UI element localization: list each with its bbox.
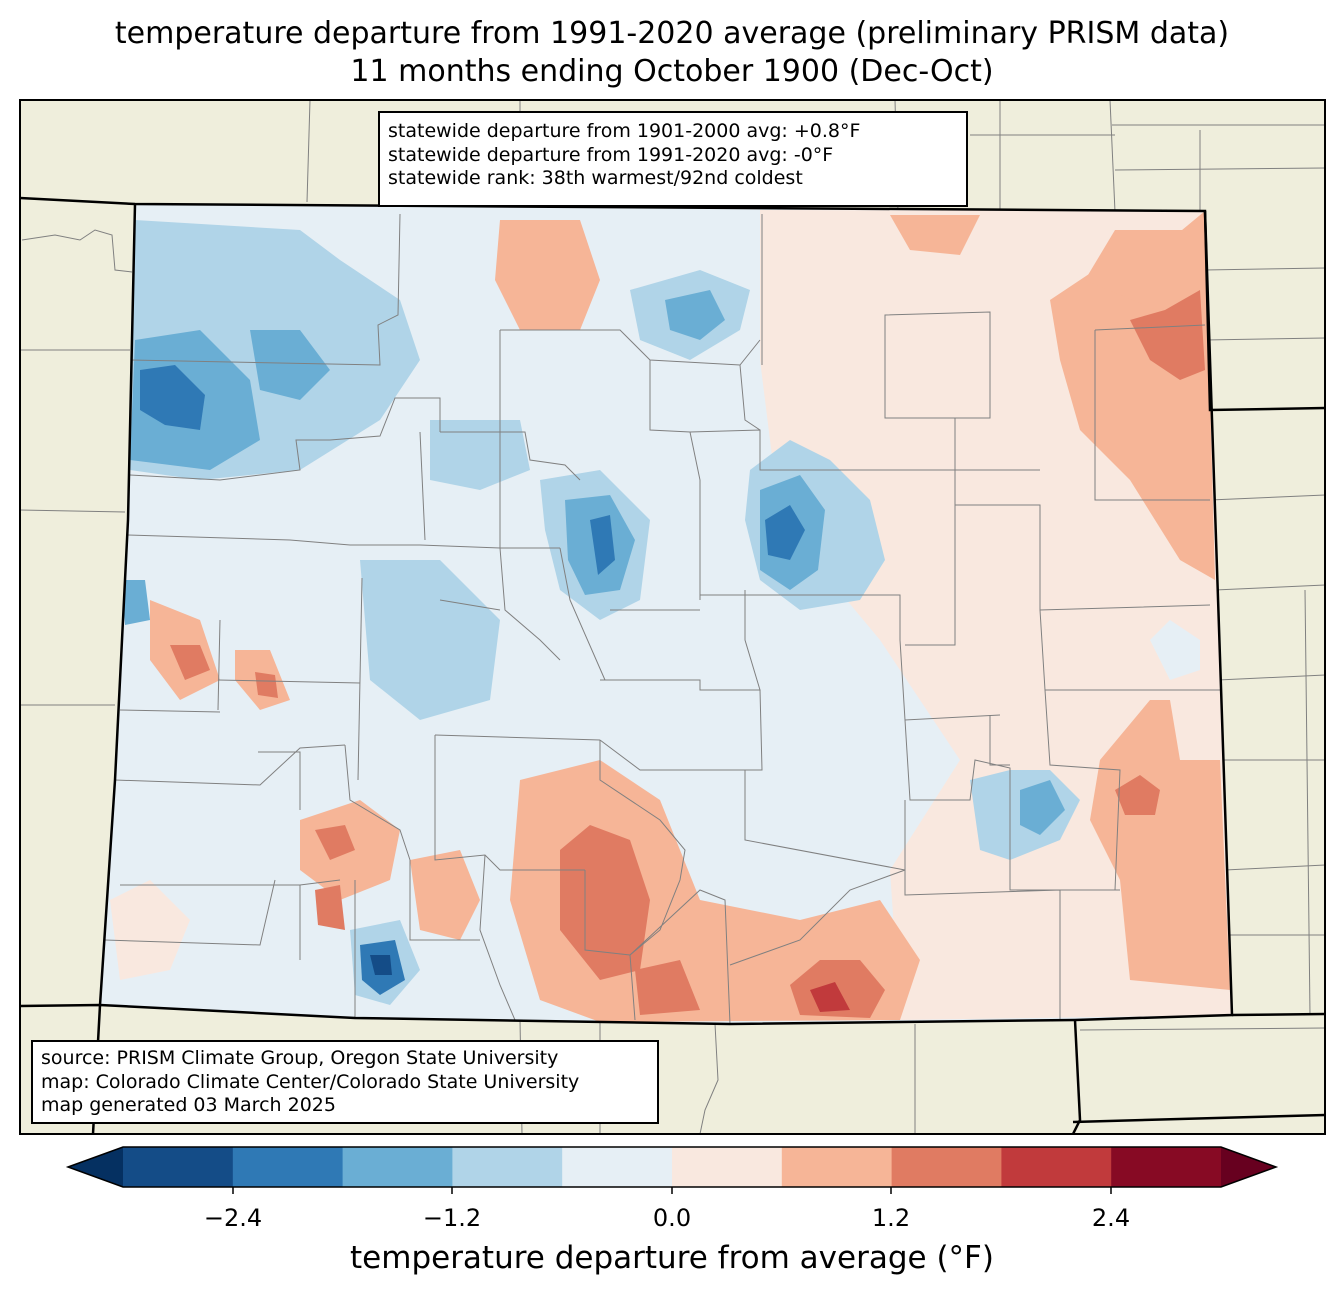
- map-frame: [19, 99, 1326, 1135]
- statewide-stats-box: statewide departure from 1901-2000 avg: …: [378, 111, 968, 207]
- colorbar-segment: [562, 1147, 673, 1187]
- stats-departure-1901-2000: statewide departure from 1901-2000 avg: …: [388, 120, 861, 142]
- map-title-line1: temperature departure from 1991-2020 ave…: [114, 16, 1230, 51]
- colorbar-tick-label: −1.2: [422, 1204, 482, 1232]
- colorado-county-lines: [104, 213, 1220, 1024]
- source-info-box: source: PRISM Climate Group, Oregon Stat…: [31, 1040, 659, 1124]
- colorbar-tick-label: 0.0: [652, 1204, 692, 1232]
- colorado-departure-field: [100, 204, 1232, 1024]
- colorbar-segment: [672, 1147, 783, 1187]
- colorbar-segment: [232, 1147, 344, 1187]
- stats-rank: statewide rank: 38th warmest/92nd coldes…: [388, 167, 803, 189]
- colorbar-outline: [65, 1146, 1279, 1188]
- colorbar-segment: [342, 1147, 453, 1187]
- colorbar-segment: [781, 1147, 893, 1187]
- colorbar-segment: [452, 1147, 563, 1187]
- colorbar-tick-label: 2.4: [1091, 1204, 1131, 1232]
- colorbar-extend-low: [68, 1147, 123, 1187]
- colorbar: [65, 1146, 1279, 1194]
- map-title-line2: 11 months ending October 1900 (Dec-Oct): [350, 54, 994, 89]
- colorbar-extend-high: [1221, 1147, 1276, 1187]
- colorbar-segment: [1111, 1147, 1222, 1187]
- source-credit: source: PRISM Climate Group, Oregon Stat…: [41, 1047, 559, 1069]
- generated-date: map generated 03 March 2025: [41, 1094, 336, 1116]
- colorbar-segment: [1001, 1147, 1112, 1187]
- stats-departure-1991-2020: statewide departure from 1991-2020 avg: …: [388, 143, 834, 166]
- colorbar-tick-label: −2.4: [203, 1204, 263, 1232]
- colorbar-segment: [891, 1147, 1002, 1187]
- colorbar-tick-label: 1.2: [871, 1204, 911, 1232]
- colorbar-segment: [123, 1147, 234, 1187]
- colorbar-label: temperature departure from average (°F): [350, 1240, 994, 1276]
- map-credit: map: Colorado Climate Center/Colorado St…: [41, 1070, 580, 1093]
